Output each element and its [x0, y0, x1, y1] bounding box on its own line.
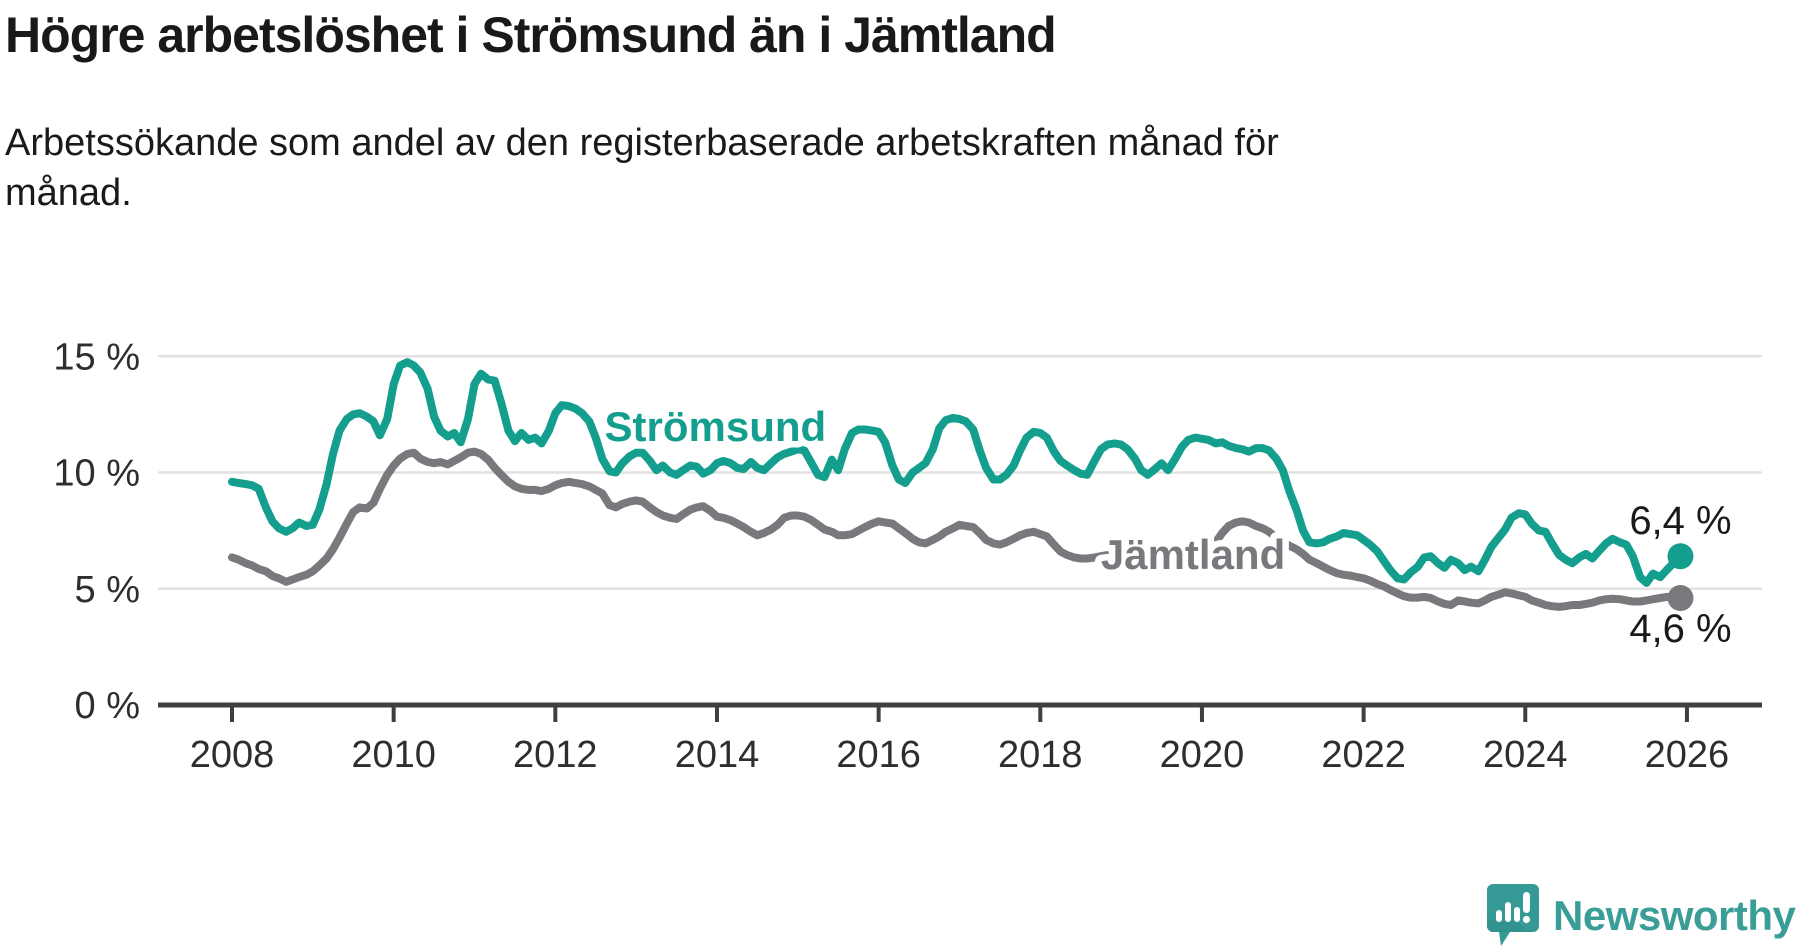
x-axis-label-2026: 2026 — [1645, 734, 1730, 776]
end-dot-jamtland — [1667, 585, 1694, 612]
series-label-jamtland: Jämtland — [1101, 531, 1285, 578]
y-axis-label-15: 15 % — [53, 336, 140, 378]
end-value-label-jamtland: 4,6 % — [1629, 607, 1731, 651]
x-axis-label-2012: 2012 — [513, 734, 598, 776]
x-axis-label-2008: 2008 — [190, 734, 275, 776]
subtitle-line-1: Arbetssökande som andel av den registerb… — [5, 122, 1279, 164]
y-axis-label-10: 10 % — [53, 453, 140, 495]
series-line-jamtland — [228, 447, 1685, 611]
end-dot-stromsund — [1667, 543, 1694, 570]
newsworthy-logo-icon — [1487, 884, 1539, 946]
series-label-stromsund: Strömsund — [605, 403, 827, 450]
x-axis-label-2016: 2016 — [836, 734, 921, 776]
newsworthy-logo-text: Newsworthy — [1553, 892, 1796, 939]
y-axis-label-5: 5 % — [75, 569, 140, 611]
y-axis-label-0: 0 % — [75, 685, 140, 727]
newsworthy-brand: Newsworthy — [1487, 884, 1796, 948]
x-axis-label-2014: 2014 — [675, 734, 760, 776]
x-axis-label-2024: 2024 — [1483, 734, 1568, 776]
page-title: Högre arbetslöshet i Strömsund än i Jämt… — [5, 7, 1057, 63]
series-line-stromsund — [228, 358, 1685, 587]
end-value-label-stromsund: 6,4 % — [1629, 499, 1731, 543]
subtitle-line-2: månad. — [5, 172, 132, 214]
x-axis-label-2020: 2020 — [1160, 734, 1245, 776]
chart-subtitle: Arbetssökande som andel av den registerb… — [5, 118, 1279, 218]
x-axis-label-2018: 2018 — [998, 734, 1083, 776]
x-axis-label-2010: 2010 — [351, 734, 436, 776]
x-axis-label-2022: 2022 — [1321, 734, 1406, 776]
